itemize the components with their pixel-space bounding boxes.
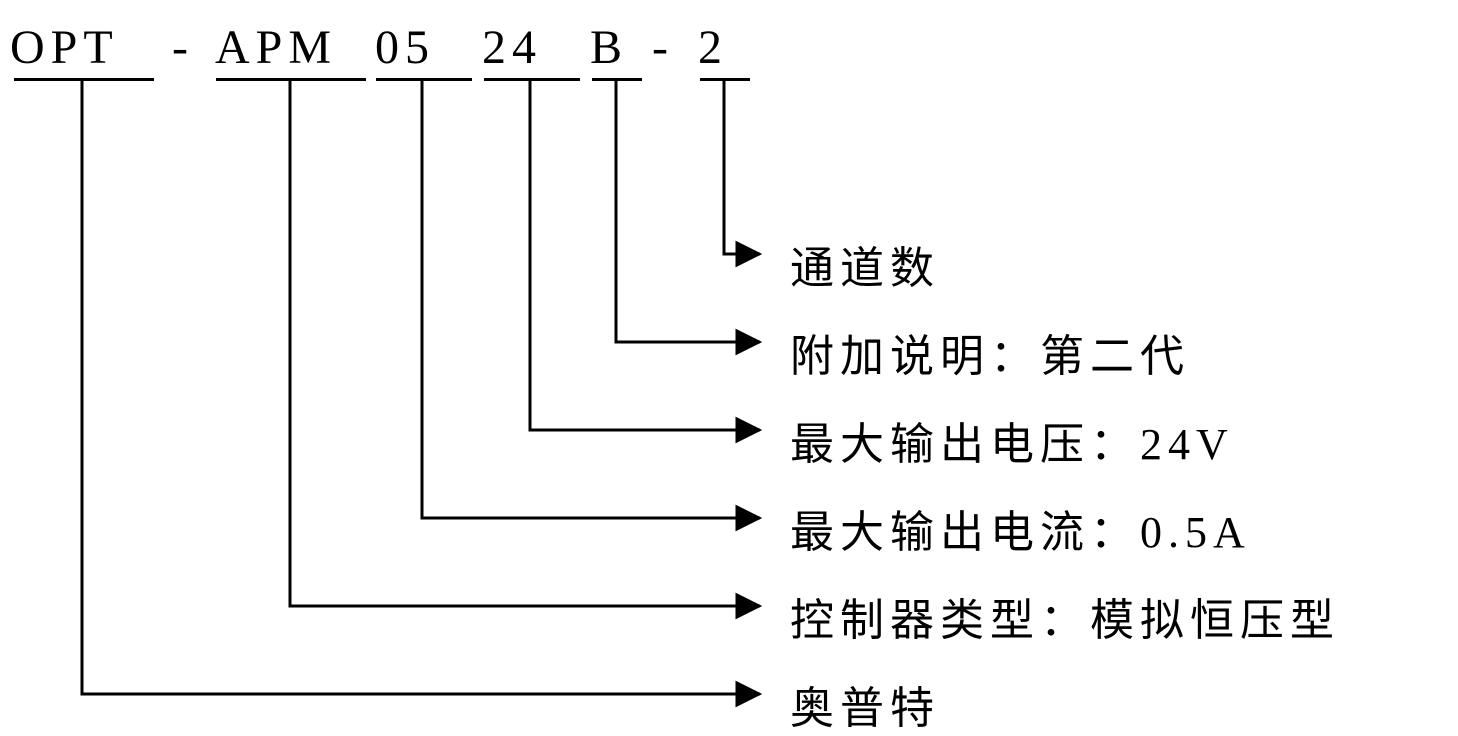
code-seg-24: 24 xyxy=(482,20,542,75)
underline-2 xyxy=(700,78,750,81)
underline-05 xyxy=(376,78,472,81)
underline-b xyxy=(592,78,642,81)
underline-apm xyxy=(216,78,366,81)
desc-brand: 奥普特 xyxy=(790,672,940,736)
code-seg-dash1: - xyxy=(172,20,194,75)
underline-24 xyxy=(484,78,580,81)
code-seg-apm: APM xyxy=(215,20,337,75)
code-seg-dash2: - xyxy=(652,20,674,75)
underline-opt xyxy=(14,78,154,81)
code-seg-05: 05 xyxy=(375,20,435,75)
code-seg-b: B xyxy=(590,20,628,75)
code-seg-opt: OPT xyxy=(10,20,119,75)
desc-channels: 通道数 xyxy=(790,232,940,296)
desc-current: 最大输出电流：0.5A xyxy=(790,496,1251,560)
desc-type: 控制器类型：模拟恒压型 xyxy=(790,584,1340,648)
desc-generation: 附加说明：第二代 xyxy=(790,320,1190,384)
code-seg-2: 2 xyxy=(698,20,728,75)
desc-voltage: 最大输出电压：24V xyxy=(790,408,1234,472)
